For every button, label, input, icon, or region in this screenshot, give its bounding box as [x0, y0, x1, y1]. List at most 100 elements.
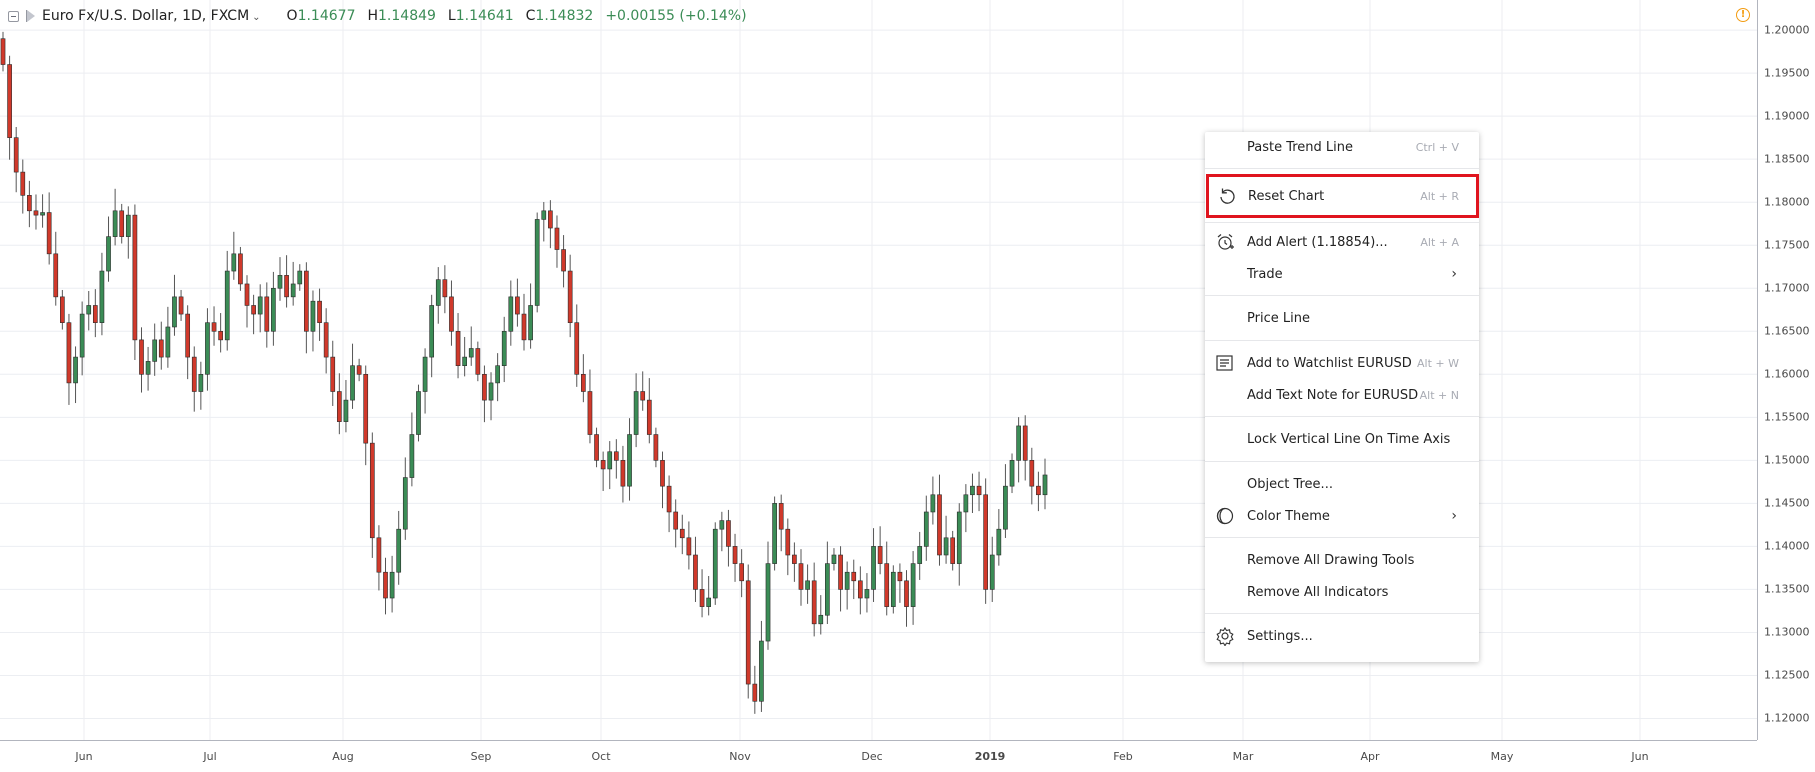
candle-body-up: [257, 296, 263, 315]
candle: [950, 530, 956, 571]
candle-body-down: [317, 300, 322, 323]
candle-body-down: [792, 554, 797, 564]
chevron-right-icon: ›: [1451, 266, 1457, 282]
chevron-right-icon: ›: [1451, 508, 1457, 524]
candle-body-down: [594, 434, 599, 461]
candle-body-up: [297, 270, 303, 285]
candle: [910, 551, 916, 625]
candle-body-up: [818, 614, 824, 625]
candle-body-down: [211, 322, 217, 332]
candle: [251, 294, 256, 335]
chart-pane[interactable]: Euro Fx/U.S. Dollar, 1D, FXCM ⌄ O1.14677…: [0, 0, 1757, 740]
candle-body-down: [264, 296, 270, 332]
candle: [739, 549, 744, 598]
collapse-legend-icon[interactable]: [8, 10, 19, 22]
candle-body-down: [976, 485, 982, 496]
candle: [686, 521, 692, 570]
candle: [323, 308, 329, 374]
candle: [541, 202, 547, 242]
candle: [304, 262, 309, 354]
candle-body-up: [1016, 425, 1021, 461]
candle: [330, 340, 336, 406]
menu-item-remove-indicators[interactable]: Remove All Indicators: [1205, 577, 1479, 607]
menu-item-add-text-note[interactable]: Add Text Note for EURUSD Alt + N: [1205, 380, 1479, 410]
candle: [86, 291, 92, 331]
candle: [66, 313, 72, 405]
candle-body-down: [60, 296, 65, 323]
candle-body-up: [1003, 485, 1008, 530]
candle-body-up: [429, 305, 435, 358]
candle: [607, 441, 613, 490]
menu-item-color-theme[interactable]: Color Theme ›: [1205, 501, 1479, 531]
menu-item-object-tree[interactable]: Object Tree...: [1205, 469, 1479, 499]
candle-body-down: [904, 580, 909, 607]
menu-item-lock-vertical-line[interactable]: Lock Vertical Line On Time Axis: [1205, 424, 1479, 454]
candle-body-down: [600, 460, 606, 470]
menu-item-label: Object Tree...: [1247, 476, 1333, 492]
menu-item-add-to-watchlist[interactable]: Add to Watchlist EURUSD Alt + W: [1205, 348, 1479, 378]
candle-body-up: [99, 270, 105, 323]
candle: [396, 510, 402, 585]
candle: [20, 159, 26, 214]
menu-item-trade[interactable]: Trade ›: [1205, 259, 1479, 289]
candle-body-up: [633, 391, 639, 435]
candle-body-down: [660, 460, 665, 487]
candle: [554, 215, 560, 268]
time-axis[interactable]: Jun Jul Aug Sep Oct Nov Dec 2019 Feb Mar Apr May Jun: [0, 740, 1757, 772]
price-axis[interactable]: 1.20000 1.19500 1.19000 1.18500 1.18000 1.175…: [1757, 0, 1815, 740]
candle-body-up: [86, 305, 92, 315]
alarm-clock-icon: [1217, 234, 1234, 250]
candle: [646, 378, 652, 444]
candle: [53, 231, 59, 306]
candle: [449, 280, 454, 346]
time-tick-label: Jun: [1631, 750, 1649, 763]
flag-icon[interactable]: [26, 10, 35, 22]
warning-icon[interactable]: !: [1736, 8, 1750, 22]
candle: [27, 180, 32, 228]
menu-item-settings[interactable]: Settings...: [1205, 621, 1479, 651]
candle: [904, 570, 909, 627]
price-tick-label: 1.15000: [1764, 453, 1810, 467]
candle: [501, 316, 507, 383]
price-tick-label: 1.13500: [1764, 582, 1810, 596]
candle: [508, 280, 514, 346]
candle-body-down: [521, 313, 527, 341]
candle: [1016, 417, 1021, 483]
candle: [369, 432, 375, 558]
candle: [73, 346, 78, 404]
menu-item-remove-drawing-tools[interactable]: Remove All Drawing Tools: [1205, 545, 1479, 575]
candle-body-down: [251, 305, 256, 315]
candle: [185, 305, 191, 380]
candle: [277, 257, 283, 301]
symbol-title[interactable]: Euro Fx/U.S. Dollar, 1D, FXCM: [42, 8, 250, 24]
candle: [831, 548, 837, 571]
candle: [633, 373, 639, 448]
candle: [389, 555, 395, 613]
candle-body-up: [106, 236, 111, 272]
candle-body-up: [963, 494, 969, 513]
candlestick-chart[interactable]: [0, 0, 1757, 740]
menu-divider: [1205, 416, 1479, 417]
menu-item-label: Trade: [1247, 266, 1283, 282]
menu-item-paste-trend-line[interactable]: Paste Trend Line Ctrl + V: [1205, 132, 1479, 162]
candle-body-down: [238, 253, 243, 285]
menu-item-shortcut: Ctrl + V: [1415, 140, 1459, 154]
candle: [198, 361, 204, 410]
menu-item-reset-chart[interactable]: Reset Chart Alt + R: [1206, 174, 1479, 218]
candle-body-up: [231, 253, 237, 272]
menu-item-price-line[interactable]: Price Line: [1205, 303, 1479, 333]
candle: [422, 348, 428, 414]
price-tick-label: 1.16500: [1764, 324, 1810, 338]
candle: [402, 457, 408, 540]
candle: [462, 336, 467, 377]
candle: [884, 541, 890, 616]
chevron-down-icon[interactable]: ⌄: [252, 11, 261, 23]
candle-body-up: [205, 322, 210, 375]
candle: [752, 665, 758, 714]
menu-item-add-alert[interactable]: Add Alert (1.18854)... Alt + A: [1205, 227, 1479, 257]
candle: [33, 194, 39, 230]
candle: [475, 341, 481, 382]
menu-item-shortcut: Alt + N: [1419, 388, 1459, 402]
candle-body-down: [785, 528, 791, 556]
candle-body-down: [857, 580, 863, 599]
